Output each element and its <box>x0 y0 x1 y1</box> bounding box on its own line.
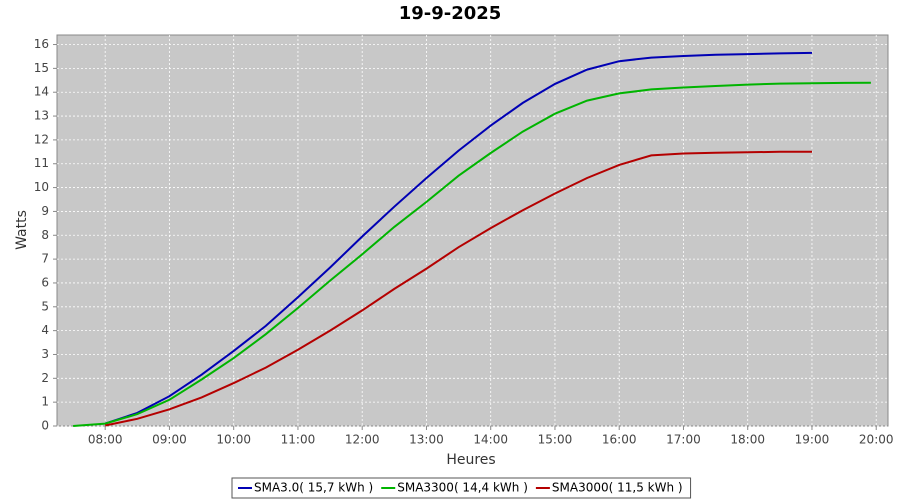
x-tick-label: 14:00 <box>473 433 508 447</box>
y-tick-label: 7 <box>41 252 49 266</box>
x-tick-label: 17:00 <box>666 433 701 447</box>
y-tick-label: 6 <box>41 275 49 289</box>
y-tick-label: 16 <box>34 37 49 51</box>
legend-label: SMA3300( 14,4 kWh ) <box>397 481 528 495</box>
y-tick-label: 13 <box>34 109 49 123</box>
x-tick-label: 19:00 <box>795 433 830 447</box>
y-tick-label: 0 <box>41 419 49 433</box>
y-tick-label: 1 <box>41 395 49 409</box>
y-axis-title: Watts <box>14 210 30 250</box>
y-tick-label: 8 <box>41 228 49 242</box>
y-tick-label: 2 <box>41 371 49 385</box>
x-axis-title: Heures <box>446 452 495 468</box>
x-tick-label: 12:00 <box>345 433 380 447</box>
y-tick-label: 14 <box>34 85 49 99</box>
x-tick-label: 18:00 <box>730 433 765 447</box>
x-tick-label: 11:00 <box>281 433 316 447</box>
x-tick-label: 10:00 <box>216 433 251 447</box>
y-tick-label: 10 <box>34 180 49 194</box>
series-line <box>104 150 812 427</box>
chart-title: 19-9-2025 <box>399 3 502 24</box>
y-tick-label: 12 <box>34 132 49 146</box>
legend-box <box>231 477 692 499</box>
legend-label: SMA3.0( 15,7 kWh ) <box>254 481 373 495</box>
series-line <box>73 81 871 427</box>
y-tick-label: 11 <box>34 156 49 170</box>
y-tick-label: 5 <box>41 299 49 313</box>
x-tick-label: 16:00 <box>602 433 637 447</box>
plot-area <box>56 34 889 427</box>
x-tick-label: 13:00 <box>409 433 444 447</box>
legend-label: SMA3000( 11,5 kWh ) <box>552 481 683 495</box>
x-tick-label: 08:00 <box>88 433 123 447</box>
x-tick-label: 20:00 <box>859 433 894 447</box>
legend: SMA3.0( 15,7 kWh ) SMA3300( 14,4 kWh ) SMA… <box>231 477 692 499</box>
y-tick-label: 15 <box>34 61 49 75</box>
y-tick-label: 4 <box>41 323 49 337</box>
x-tick-label: 09:00 <box>152 433 187 447</box>
series-line <box>104 51 813 425</box>
y-tick-label: 3 <box>41 347 49 361</box>
x-tick-label: 15:00 <box>538 433 573 447</box>
y-tick-label: 9 <box>41 204 49 218</box>
